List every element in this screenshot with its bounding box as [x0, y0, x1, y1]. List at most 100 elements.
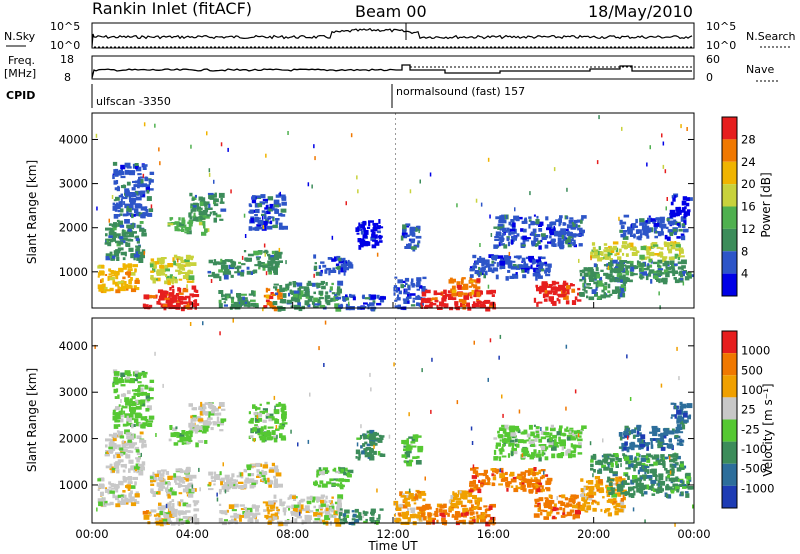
heatmap-cell: [360, 224, 365, 229]
heatmap-cell: [541, 262, 545, 266]
heatmap-cell: [404, 491, 411, 494]
heatmap-cell: [454, 515, 459, 521]
heatmap-cell: [256, 469, 260, 473]
heatmap-cell: [530, 442, 535, 447]
heatmap-cell: [272, 416, 275, 421]
heatmap-cell: [366, 303, 371, 306]
heatmap-cell: [370, 236, 377, 241]
heatmap-cell: [369, 433, 375, 437]
heatmap-cell: [179, 469, 184, 474]
heatmap-cell: [580, 507, 585, 512]
heatmap-speckle: [565, 344, 568, 349]
heatmap-cell: [560, 228, 566, 232]
heatmap-cell: [633, 466, 636, 472]
heatmap-cell: [613, 505, 617, 509]
heatmap-cell: [117, 281, 124, 285]
heatmap-cell: [539, 263, 544, 267]
heatmap-cell: [263, 294, 268, 298]
heatmap-cell: [101, 278, 104, 283]
heatmap-cell: [416, 277, 422, 282]
heatmap-cell: [561, 234, 564, 240]
heatmap-cell: [181, 227, 184, 232]
heatmap-cell: [142, 212, 148, 216]
heatmap-cell: [270, 292, 274, 295]
heatmap-cell: [271, 293, 276, 296]
heatmap-cell: [268, 262, 274, 266]
heatmap-cell: [632, 479, 638, 483]
nave-tick-low: 0: [706, 71, 713, 84]
heatmap-cell: [621, 244, 626, 249]
heatmap-cell: [202, 411, 206, 415]
heatmap-cell: [638, 490, 641, 494]
heatmap-cell: [611, 289, 618, 294]
heatmap-cell: [545, 273, 551, 277]
heatmap-cell: [680, 259, 687, 265]
heatmap-speckle: [206, 131, 208, 136]
heatmap-cell: [279, 498, 283, 503]
heatmap-cell: [674, 414, 677, 419]
heatmap-cell: [253, 290, 256, 295]
heatmap-cell: [599, 487, 604, 491]
heatmap-cell: [169, 427, 174, 430]
heatmap-cell: [317, 515, 322, 518]
heatmap-cell: [331, 258, 336, 262]
heatmap-cell: [179, 433, 185, 437]
heatmap-cell: [539, 285, 546, 289]
heatmap-cell: [686, 476, 691, 480]
heatmap-cell: [236, 265, 242, 269]
heatmap-cell: [126, 484, 131, 489]
heatmap-cell: [546, 290, 552, 295]
heatmap-cell: [409, 514, 415, 519]
heatmap-cell: [104, 242, 110, 245]
heatmap-cell: [173, 431, 179, 436]
heatmap-cell: [551, 230, 558, 235]
heatmap-cell: [317, 512, 323, 517]
heatmap-cell: [145, 186, 150, 192]
heatmap-cell: [213, 217, 217, 223]
heatmap-cell: [112, 173, 115, 176]
heatmap-cell: [639, 254, 645, 260]
heatmap-cell: [335, 306, 342, 312]
heatmap-cell: [626, 260, 632, 264]
heatmap-cell: [114, 419, 120, 423]
heatmap-cell: [546, 227, 552, 231]
x-tick-label: 20:00: [577, 527, 610, 541]
heatmap-cell: [402, 280, 406, 283]
heatmap-cell: [137, 381, 142, 384]
heatmap-cell: [537, 240, 541, 245]
heatmap-cell: [271, 430, 276, 435]
colorbar-frame: [721, 116, 738, 297]
heatmap-cell: [678, 228, 683, 232]
heatmap-cell: [179, 300, 183, 305]
heatmap-cell: [364, 297, 370, 300]
heatmap-cell: [616, 483, 622, 489]
heatmap-cell: [536, 302, 539, 307]
heatmap-cell: [575, 434, 578, 439]
heatmap-cell: [604, 255, 610, 260]
heatmap-cell: [292, 508, 299, 513]
heatmap-speckle: [356, 175, 358, 180]
heatmap-cell: [572, 453, 576, 458]
heatmap-cell: [128, 247, 134, 252]
heatmap-cell: [574, 514, 580, 519]
heatmap-cell: [112, 382, 115, 388]
heatmap-cell: [108, 223, 112, 226]
heatmap-cell: [436, 519, 439, 524]
heatmap-cell: [146, 511, 151, 514]
heatmap-speckle: [357, 189, 359, 194]
heatmap-cell: [101, 477, 105, 482]
heatmap-cell: [667, 430, 674, 435]
heatmap-cell: [468, 492, 472, 497]
heatmap-cell: [404, 460, 407, 464]
heatmap-cell: [550, 427, 556, 432]
heatmap-cell: [557, 242, 563, 247]
heatmap-cell: [682, 196, 688, 201]
heatmap-cell: [113, 432, 118, 437]
heatmap-cell: [370, 229, 374, 233]
heatmap-cell: [520, 432, 526, 435]
heatmap-cell: [450, 502, 456, 507]
heatmap-cell: [167, 493, 171, 499]
heatmap-cell: [535, 276, 538, 281]
heatmap-cell: [335, 521, 342, 527]
heatmap-cell: [125, 264, 131, 268]
